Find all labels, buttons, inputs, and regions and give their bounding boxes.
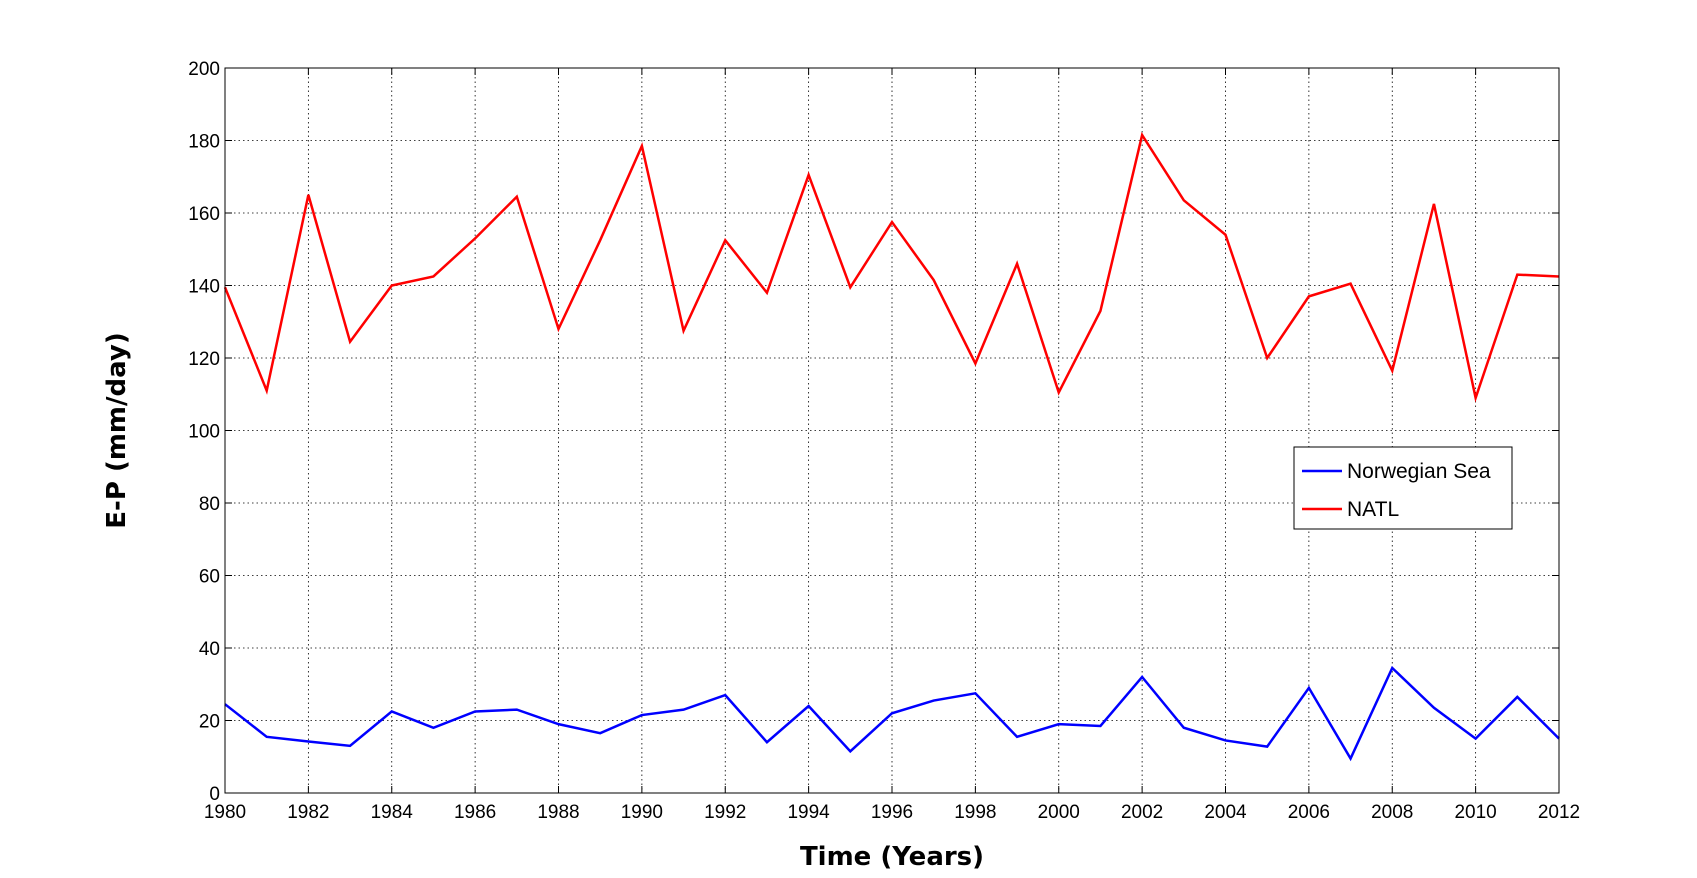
series-line-norwegian-sea [224, 665, 1560, 762]
y-tick-label: 120 [188, 349, 220, 370]
x-tick-label: 2008 [1371, 802, 1413, 823]
x-tick-label: 1986 [454, 802, 496, 823]
y-tick-label: 60 [199, 567, 220, 588]
y-axis-title: E-P (mm/day) [102, 332, 132, 528]
x-tick-label: 2004 [1204, 802, 1247, 823]
legend-label-natl: NATL [1347, 498, 1399, 521]
legend-box [1293, 446, 1513, 530]
x-tick-label: 1984 [371, 802, 414, 823]
y-tick-label: 140 [188, 277, 220, 298]
x-tick-label: 1994 [787, 802, 830, 823]
y-tick-label: 100 [188, 422, 220, 443]
series-line-natl [223, 131, 1560, 403]
x-tick-label: 2010 [1454, 802, 1496, 823]
x-tick-label: 1998 [954, 802, 996, 823]
legend-label-norwegian-sea: Norwegian Sea [1347, 460, 1491, 483]
y-tick-label: 200 [188, 59, 220, 80]
x-tick-label: 1992 [704, 802, 746, 823]
y-tick-label: 180 [188, 132, 220, 153]
x-axis-title: Time (Years) [800, 842, 984, 872]
y-tick-label: 0 [209, 784, 220, 805]
y-tick-label: 20 [199, 712, 220, 733]
x-tick-label: 2000 [1038, 802, 1080, 823]
x-tick-label: 1996 [871, 802, 913, 823]
x-tick-label: 2002 [1121, 802, 1163, 823]
legend: Norwegian Sea NATL [1293, 446, 1513, 530]
axis-ticks: 1980 1982 1984 1986 1988 1990 1992 1994 1996 1998… [188, 59, 1580, 823]
x-tick-label: 1980 [204, 802, 246, 823]
x-tick-label: 1988 [537, 802, 579, 823]
series-layer [223, 131, 1560, 762]
x-tick-label: 1990 [621, 802, 663, 823]
x-tick-label: 2012 [1538, 802, 1580, 823]
y-tick-label: 40 [199, 639, 220, 660]
y-tick-label: 80 [199, 494, 220, 515]
x-tick-label: 2006 [1288, 802, 1330, 823]
y-tick-label: 160 [188, 204, 220, 225]
x-tick-label: 1982 [287, 802, 329, 823]
